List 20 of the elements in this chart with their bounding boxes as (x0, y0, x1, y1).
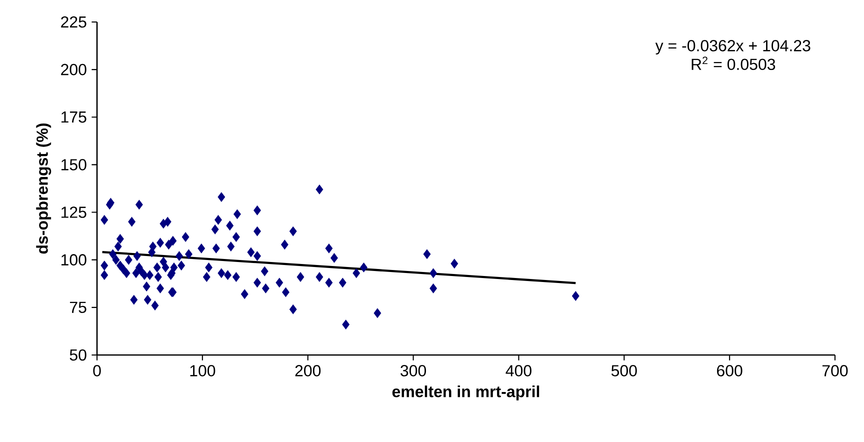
x-tick-label: 200 (295, 365, 321, 376)
y-tick-label: 100 (61, 254, 86, 266)
y-tick-label: 75 (70, 302, 86, 313)
annotation: R$^{2}$ = 0.0503 (692, 56, 776, 70)
y-tick-label: 50 (70, 349, 86, 361)
x-tick-label: 500 (611, 365, 637, 376)
x-tick-label: 300 (400, 365, 426, 376)
x-tick-label: 700 (822, 365, 848, 376)
x-tick-label: 100 (190, 365, 216, 376)
y-tick-label: 225 (61, 16, 86, 28)
annotation: y = -0.0362x + 104.23 (655, 40, 810, 55)
y-axis-title: ds-opbrengst (%) (36, 124, 52, 254)
x-tick-label: 400 (506, 365, 532, 376)
x-tick-label: 600 (717, 365, 742, 376)
x-tick-label: 0 (93, 365, 101, 376)
y-tick-label: 175 (61, 112, 86, 123)
x-axis-title: emelten in mrt-april (392, 386, 540, 400)
y-tick-label: 150 (61, 159, 86, 170)
y-tick-label: 125 (61, 206, 86, 218)
y-tick-label: 200 (61, 64, 86, 76)
